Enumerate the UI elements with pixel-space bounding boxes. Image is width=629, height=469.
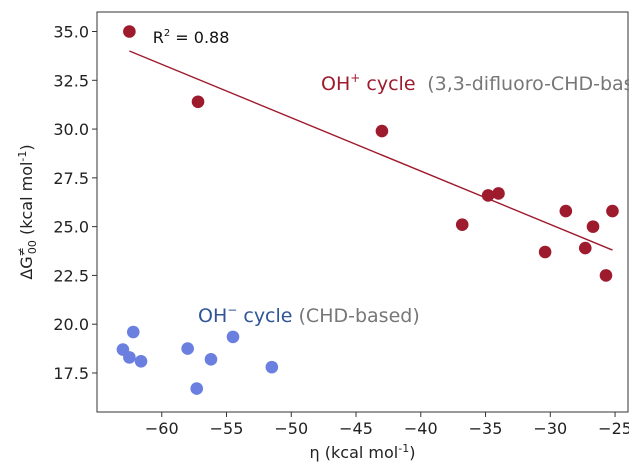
series-0-point bbox=[375, 124, 389, 138]
y-tick-label: 30.0 bbox=[53, 120, 89, 139]
series-0-point bbox=[599, 269, 613, 282]
y-tick-label: 35.0 bbox=[53, 23, 89, 42]
series-0-point bbox=[492, 187, 505, 200]
x-tick-label: −45 bbox=[339, 419, 373, 438]
series-1-point bbox=[226, 330, 240, 344]
x-tick-label: −25 bbox=[598, 419, 629, 438]
series-0-point bbox=[481, 189, 495, 202]
series-1-point bbox=[190, 382, 204, 395]
oh-plus-cycle-label: OH+ cycle bbox=[321, 71, 415, 95]
y-tick-label: 27.5 bbox=[53, 169, 89, 188]
series-1-point bbox=[181, 342, 194, 355]
series-0-point bbox=[538, 245, 552, 259]
oh-plus-cycle-note: (3,3-difluoro-CHD-based) bbox=[427, 73, 629, 95]
series-1-point bbox=[123, 351, 136, 364]
series-1-point bbox=[126, 325, 140, 339]
series-0-point bbox=[606, 204, 619, 218]
x-tick-label: −55 bbox=[210, 419, 244, 438]
series-1-point bbox=[134, 354, 148, 368]
x-tick-label: −60 bbox=[145, 419, 179, 438]
x-axis-ticks: −60 −55 −50 −45 −40 −35 −30 −25 bbox=[145, 412, 629, 438]
series-0-point bbox=[559, 204, 573, 218]
series-1-point bbox=[265, 360, 279, 374]
axes: −60 −55 −50 −45 −40 −35 −30 −25 17.5 20.0 22.5 25.… bbox=[53, 11, 629, 438]
x-tick-label: −35 bbox=[469, 419, 503, 438]
y-tick-label: 22.5 bbox=[53, 266, 89, 285]
data-points bbox=[116, 25, 619, 395]
x-axis-label: η (kcal mol-1) bbox=[310, 442, 416, 462]
series-0-point bbox=[123, 25, 136, 38]
y-axis-ticks: 17.5 20.0 22.5 25.0 27.5 30.0 32.5 35.0 bbox=[53, 23, 97, 383]
x-tick-label: −40 bbox=[404, 419, 438, 438]
fit-lines bbox=[129, 50, 613, 251]
series-0-point bbox=[586, 220, 600, 233]
oh-minus-cycle-label: OH− cycle (CHD-based) bbox=[198, 303, 420, 327]
x-tick-label: −50 bbox=[274, 419, 308, 438]
series-0-point bbox=[191, 95, 205, 109]
series-1-point bbox=[204, 353, 218, 366]
y-tick-label: 25.0 bbox=[53, 218, 89, 237]
x-tick-label: −30 bbox=[533, 419, 567, 438]
y-axis-label: ΔG≠00 (kcal mol-1) bbox=[15, 144, 39, 279]
y-tick-label: 20.0 bbox=[53, 315, 89, 334]
plot-frame bbox=[96, 11, 629, 413]
y-tick-label: 17.5 bbox=[53, 364, 89, 383]
y-tick-label: 32.5 bbox=[53, 71, 89, 90]
series-0-point bbox=[455, 218, 469, 231]
regression-line bbox=[129, 50, 613, 251]
series-0-point bbox=[578, 241, 592, 255]
r-squared-annotation: R2 = 0.88 bbox=[153, 28, 230, 47]
